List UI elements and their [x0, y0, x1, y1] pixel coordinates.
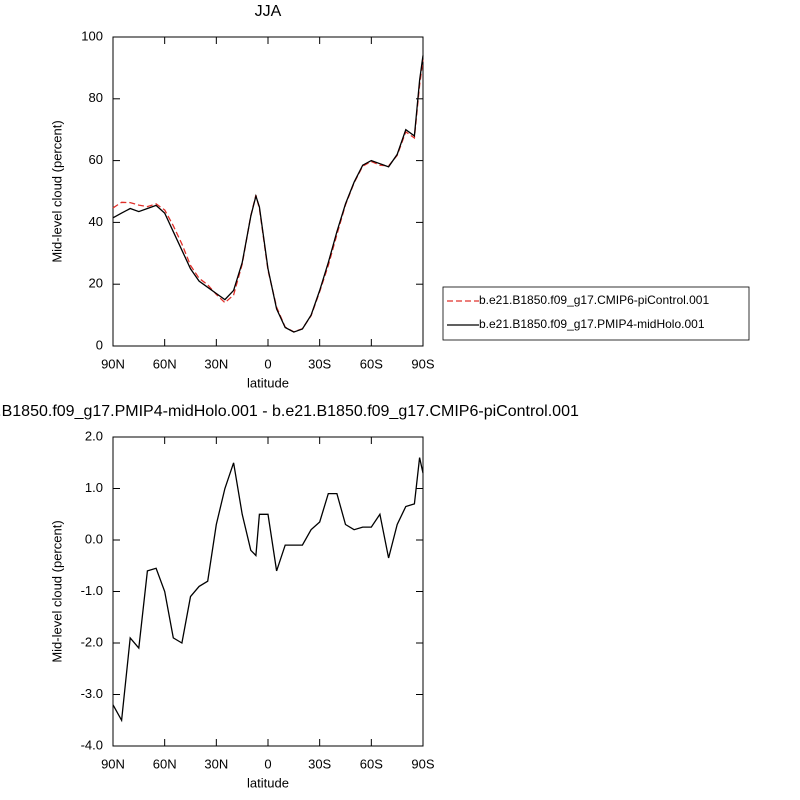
y-tick-label: 0: [96, 337, 103, 352]
x-tick-label: 30S: [308, 756, 331, 771]
x-tick-label: 0: [264, 356, 271, 371]
legend-label: b.e21.B1850.f09_g17.CMIP6-piControl.001: [479, 293, 709, 307]
series-line: [112, 59, 424, 333]
x-tick-label: 90S: [411, 356, 434, 371]
y-tick-label: 40: [89, 214, 103, 229]
plot-frame: [112, 436, 424, 747]
x-axis-label: latitude: [247, 775, 289, 790]
x-tick-label: 60S: [360, 356, 383, 371]
x-axis-label: latitude: [247, 375, 289, 390]
y-tick-label: 2.0: [85, 428, 103, 443]
x-tick-label: 30N: [204, 356, 228, 371]
x-tick-label: 90N: [101, 756, 125, 771]
y-tick-label: 60: [89, 152, 103, 167]
x-tick-label: 60S: [360, 756, 383, 771]
x-tick-label: 90N: [101, 356, 125, 371]
series-line: [112, 55, 424, 333]
x-tick-label: 30N: [204, 756, 228, 771]
x-tick-label: 60N: [153, 756, 177, 771]
y-tick-label: 20: [89, 276, 103, 291]
y-tick-label: -4.0: [81, 737, 103, 752]
y-tick-label: -3.0: [81, 686, 103, 701]
title: b.e21.B1850.f09_g17.PMIP4-midHolo.001 - …: [0, 403, 579, 420]
legend-label: b.e21.B1850.f09_g17.PMIP4-midHolo.001: [479, 317, 705, 331]
title: JJA: [255, 3, 282, 20]
y-tick-label: -2.0: [81, 634, 103, 649]
y-tick-label: 100: [81, 28, 103, 43]
y-tick-label: 0.0: [85, 531, 103, 546]
x-tick-label: 60N: [153, 356, 177, 371]
y-tick-label: 1.0: [85, 480, 103, 495]
y-tick-label: -1.0: [81, 583, 103, 598]
y-tick-label: 80: [89, 90, 103, 105]
x-tick-label: 90S: [411, 756, 434, 771]
legend-box: [442, 286, 750, 341]
plot-frame: [112, 36, 424, 347]
y-axis-label: Mid-level cloud (percent): [49, 120, 64, 262]
y-axis-label: Mid-level cloud (percent): [49, 520, 64, 662]
x-tick-label: 0: [264, 756, 271, 771]
series-line: [112, 457, 424, 723]
x-tick-label: 30S: [308, 356, 331, 371]
